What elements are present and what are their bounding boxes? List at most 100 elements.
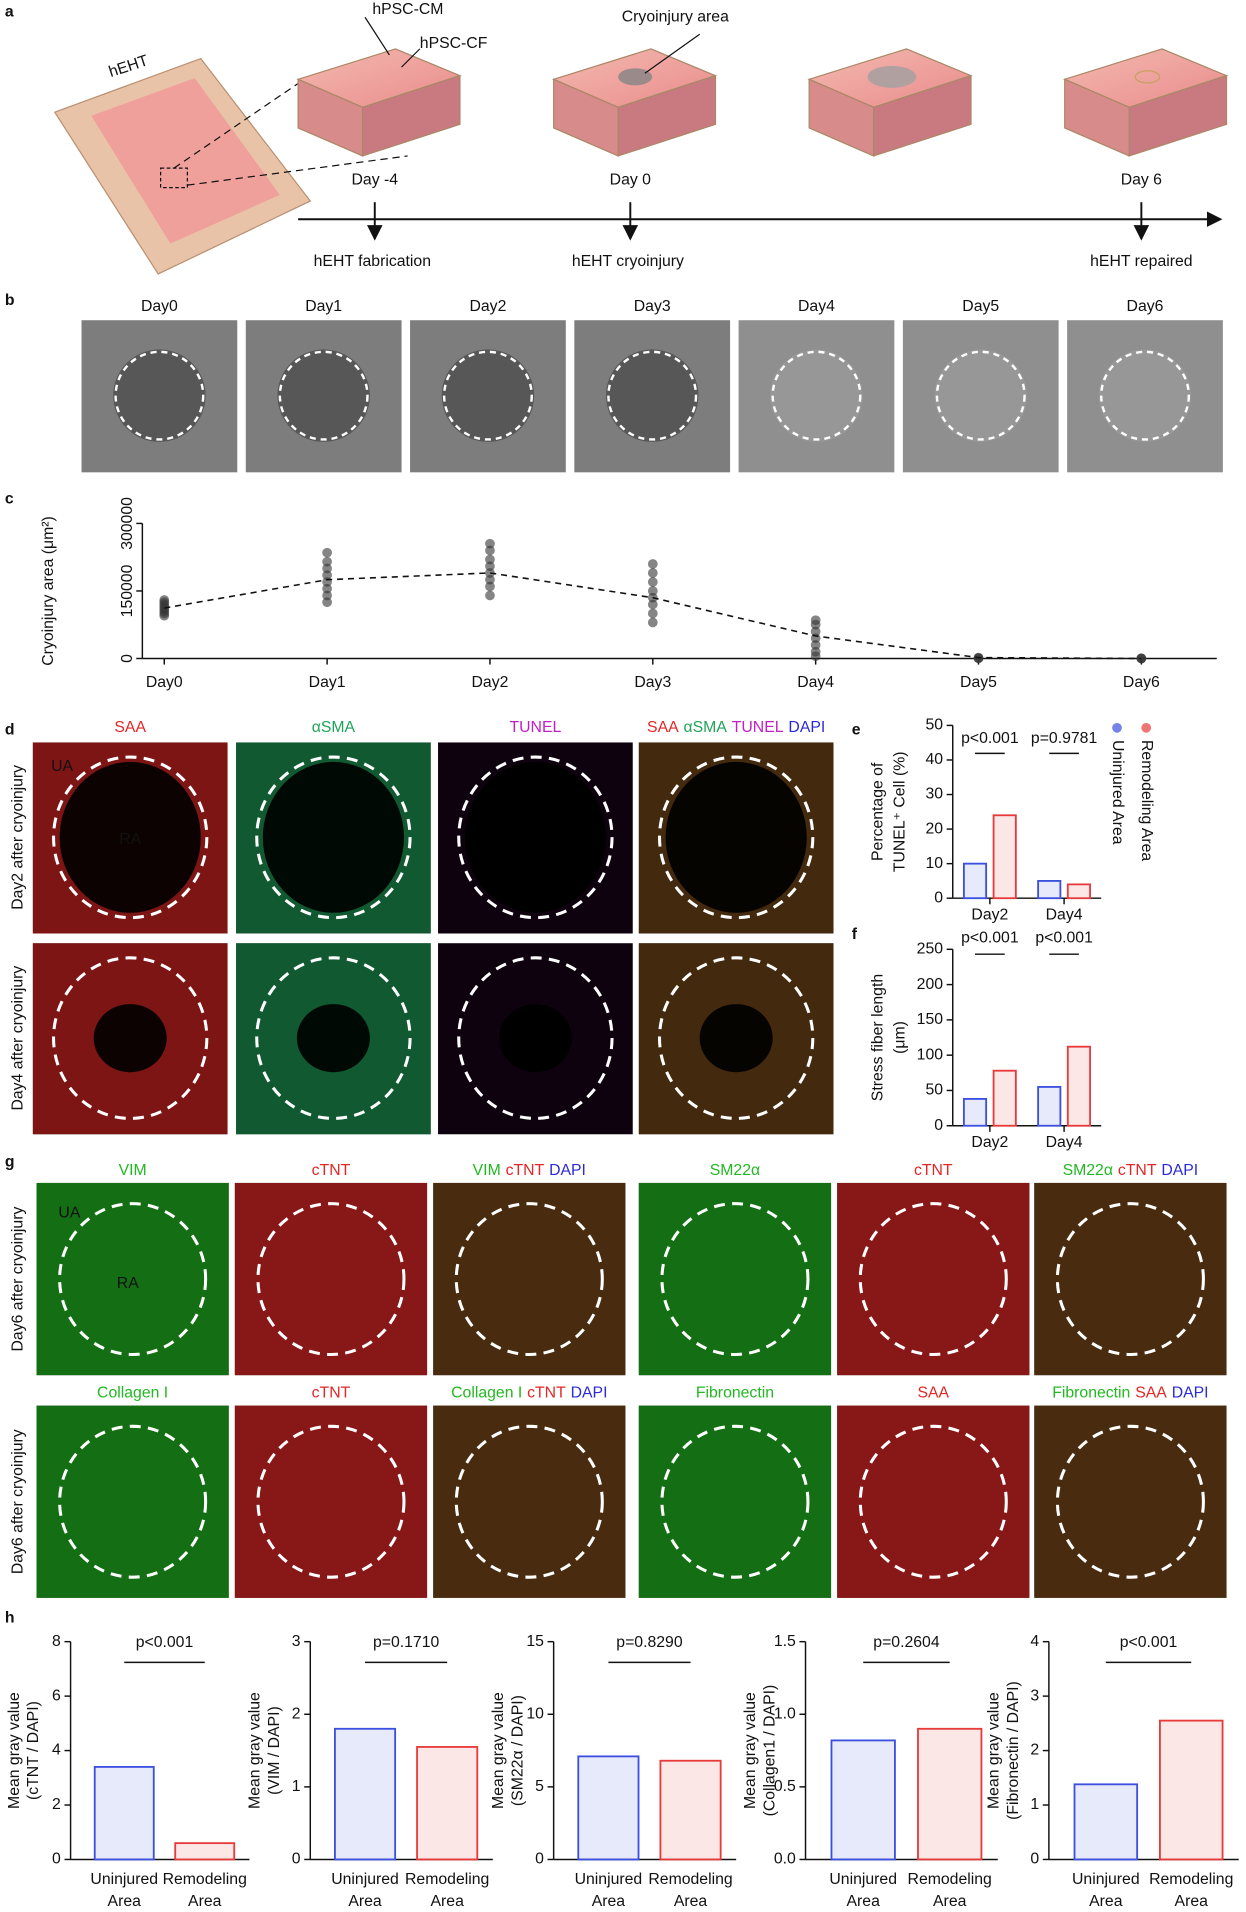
micrograph-signal — [1034, 1182, 1227, 1376]
injury-disc — [934, 349, 1027, 442]
y-tick-label: 0 — [119, 654, 136, 663]
zoom-line — [187, 155, 408, 186]
y-axis-label: Stress fiber length — [870, 974, 887, 1101]
p-value: p=0.9781 — [1031, 730, 1098, 747]
region-outline — [457, 956, 614, 1120]
x-tick-label: Remodeling Area — [648, 1871, 732, 1910]
stain-name: TUNEL — [732, 719, 784, 736]
timepoint-event: hEHT cryoinjury — [572, 253, 684, 270]
data-point — [485, 554, 495, 565]
injury-disc — [1098, 349, 1192, 442]
bar — [992, 814, 1017, 900]
data-point — [322, 570, 332, 581]
data-point — [485, 574, 495, 585]
x-tick-label: Uninjured Area — [829, 1871, 897, 1910]
x-tick-label: Uninjured Area — [331, 1871, 399, 1910]
stain-label: SM22α cTNT DAPI — [1063, 1162, 1199, 1179]
data-point — [322, 547, 332, 558]
region-outline — [256, 1202, 406, 1357]
y-tick-label: 0 — [934, 889, 943, 906]
stain-name: SM22α — [710, 1162, 760, 1179]
data-point — [810, 615, 821, 626]
p-value: p=0.8290 — [616, 1634, 683, 1651]
stain-name: SAA — [647, 719, 679, 736]
data-point — [485, 568, 495, 578]
injury-outline — [607, 350, 698, 441]
stain-label: Collagen I cTNT DAPI — [451, 1385, 607, 1402]
legend-label: Uninjured Area — [1109, 740, 1126, 845]
y-tick-label: 2 — [52, 1796, 61, 1813]
x-tick-label: Day5 — [960, 674, 997, 691]
region-outline — [52, 755, 209, 920]
y-axis-label: (Collagen1 / DAPI) — [761, 1685, 778, 1817]
region-outline — [255, 755, 412, 920]
remodeling-area — [498, 1004, 572, 1073]
stain-name: cTNT — [527, 1385, 566, 1402]
panel-label: d — [5, 721, 15, 738]
y-axis-label: (SM22α / DAPI) — [510, 1695, 527, 1806]
data-point — [810, 646, 821, 657]
data-point — [647, 568, 658, 578]
image-label: Day4 — [798, 298, 835, 315]
stain-name: SAA — [917, 1385, 949, 1402]
y-tick-label: 0 — [292, 1851, 301, 1868]
bar — [992, 1069, 1017, 1127]
y-tick-label: 1 — [292, 1778, 301, 1795]
bar — [1073, 1783, 1139, 1861]
image-label: Day5 — [962, 298, 999, 315]
x-tick-label: Day0 — [146, 674, 183, 691]
stain-label: cTNT — [312, 1385, 351, 1402]
stain-name: VIM — [119, 1162, 147, 1179]
cell-type-label: hPSC-CF — [420, 35, 488, 52]
stain-name: DAPI — [549, 1162, 586, 1179]
bar — [1037, 1086, 1062, 1127]
bar — [93, 1765, 155, 1861]
stain-name: TUNEL — [509, 719, 561, 736]
y-tick-label: 10 — [925, 855, 943, 872]
x-tick-label: Remodeling Area — [405, 1871, 489, 1910]
micrograph-signal — [234, 1405, 428, 1598]
timepoint-day: Day 0 — [610, 171, 651, 188]
bar — [1159, 1719, 1224, 1861]
micrograph-signal — [837, 1182, 1030, 1376]
region-label: RA — [119, 831, 141, 848]
legend-marker — [1141, 722, 1152, 733]
y-tick-label: 0 — [934, 1117, 943, 1134]
x-tick-label: Day2 — [971, 1134, 1008, 1151]
panel-label: h — [5, 1610, 15, 1627]
region-label: UA — [58, 1205, 80, 1222]
timepoint-event: hEHT repaired — [1090, 253, 1192, 270]
stain-label: SAA — [114, 719, 146, 736]
bar — [334, 1727, 397, 1861]
region-label: RA — [117, 1275, 139, 1292]
region-outline — [52, 956, 209, 1120]
y-tick-label: 8 — [52, 1633, 61, 1650]
stain-name: cTNT — [914, 1162, 953, 1179]
stain-name: αSMA — [684, 719, 728, 736]
stain-name: Collagen I — [97, 1385, 168, 1402]
region-outline — [1055, 1202, 1205, 1357]
y-axis-label: TUNEL⁺ Cell (%) — [892, 751, 909, 872]
row-label: Day2 after cryoinjury — [9, 765, 26, 910]
row-label: Day6 after cryoinjury — [9, 1429, 26, 1574]
image-label: Day0 — [141, 298, 178, 315]
stain-name: DAPI — [571, 1385, 608, 1402]
stain-label: SAA αSMA TUNEL DAPI — [647, 719, 825, 736]
image-label: Day2 — [469, 298, 506, 315]
cell-type-label: hPSC-CM — [372, 1, 443, 18]
bar — [1066, 883, 1091, 900]
remodeling-area — [262, 761, 404, 913]
data-point — [647, 617, 658, 628]
micrograph-signal — [234, 1182, 428, 1376]
y-tick-label: 20 — [925, 820, 943, 837]
bar — [917, 1727, 983, 1861]
injury-disc — [605, 349, 699, 442]
region-outline — [255, 956, 412, 1120]
y-axis-label: Percentage of — [870, 762, 887, 861]
remodeling-area — [665, 761, 807, 913]
p-value: p<0.001 — [961, 930, 1019, 947]
injury-outline — [442, 350, 533, 441]
y-tick-label: 0.0 — [774, 1851, 796, 1868]
y-tick-label: 3 — [1030, 1687, 1039, 1704]
y-tick-label: 150 — [917, 1011, 944, 1028]
